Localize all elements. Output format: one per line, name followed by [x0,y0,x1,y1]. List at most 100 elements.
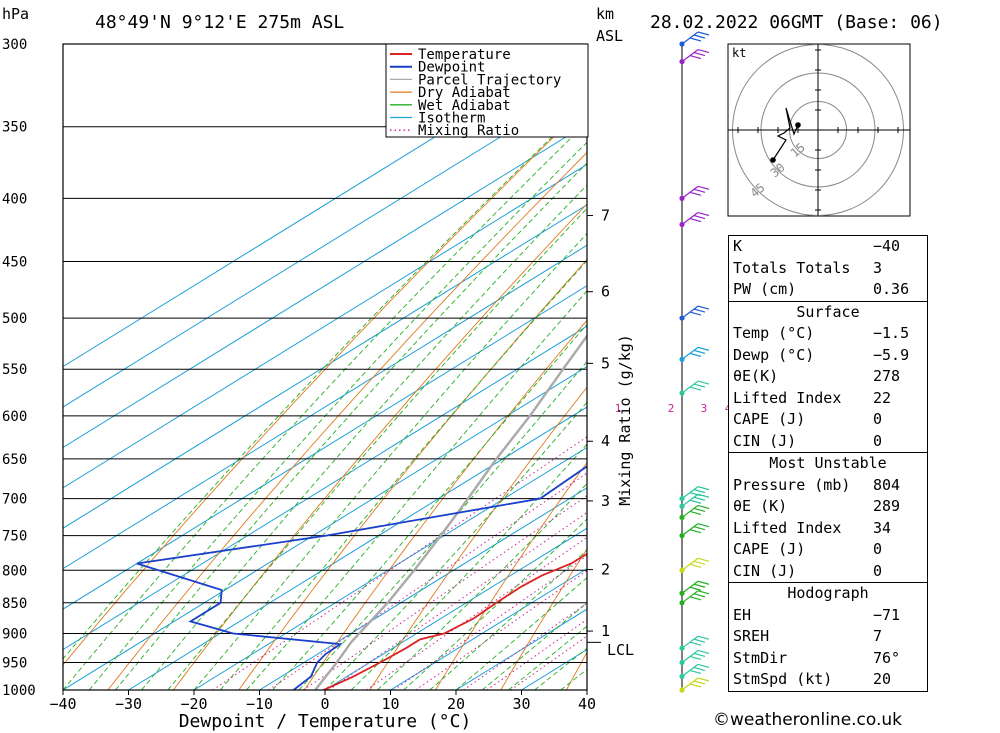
wind-barb [679,580,710,596]
mixing-ratio-line [366,536,587,690]
wind-barb-feather [689,510,702,516]
wind-barb-feather [697,557,710,562]
wind-barb-feather [689,55,702,60]
pressure-tick-label: 800 [2,563,27,579]
location-title: 48°49'N 9°12'E 275m ASL [95,12,344,33]
wind-barb [679,523,710,539]
credit-link[interactable]: ©weatheronline.co.uk [713,710,903,730]
pressure-tick-label: 700 [2,492,27,508]
isotherm-line [259,487,587,690]
wet-adiabat-line [403,518,587,690]
x-tick-label: 10 [381,695,399,713]
wind-barb [679,49,710,65]
wind-barb-feather [689,641,702,646]
surface-dewp-row: Dewp (°C) −5.9 [729,345,927,367]
wind-barb [679,649,710,666]
surface-li-value: 22 [873,388,892,407]
x-tick-label: 20 [447,695,465,713]
surface-cape-value: 0 [873,410,883,428]
wet-adiabat-line [377,482,587,690]
wind-barb-feather [689,37,702,42]
k-index-row: K −40 [729,236,927,258]
surface-temp-value: −1.5 [873,324,910,342]
wet-adiabat-line [481,602,587,690]
stmspd-value: 20 [873,670,892,688]
surface-cin-label: CIN (J) [733,431,797,450]
mixing-ratio-line [486,618,587,690]
mu-theta-row: θE (K) 289 [729,496,927,518]
most-unstable-title: Most Unstable [729,452,927,475]
wind-barb [679,493,710,509]
wind-barb-feather [689,586,702,591]
stmspd-row: StmSpd (kt) 20 [729,669,927,691]
surface-dewp-value: −5.9 [873,345,910,364]
dry-adiabat-line [500,548,587,690]
mu-theta-label: θE (K) [733,497,788,515]
mu-pressure-value: 804 [873,475,901,494]
isotherm-line [63,244,587,570]
wind-barb-feather [697,346,710,351]
wind-barb-feather [689,655,702,661]
mixing-ratio-line [510,635,587,690]
wind-barb-feather [697,523,710,528]
wind-barb-feather [693,349,706,354]
pressure-tick-label: 900 [2,626,27,642]
surface-title: Surface [729,300,927,324]
isotherm-line [324,527,587,690]
pw-label: PW (cm) [733,280,797,298]
isotherm-line [63,285,587,610]
stmdir-value: 76° [873,648,901,667]
k-index-label: K [733,237,743,255]
isotherm-line [63,325,587,651]
hodograph-trace [772,107,799,161]
legend-box [385,43,589,138]
surface-dewp-label: Dewp (°C) [733,345,815,364]
dewpoint-line [136,465,587,690]
pressure-tick-label: 450 [2,255,27,271]
wind-barb-feather [689,683,702,688]
wind-barb [679,677,710,693]
wet-adiabat-line [429,549,587,690]
pressure-tick-label: 550 [2,362,27,378]
wind-barb-feather [689,669,702,674]
wind-barb-feather [689,499,702,504]
mu-pressure-label: Pressure (mb) [733,475,851,494]
surface-cin-row: CIN (J) 0 [729,431,927,453]
mixing-ratio-line [328,511,587,690]
pressure-tick-label: 950 [2,655,27,671]
x-tick-label: −40 [49,695,76,713]
wind-barb [679,486,710,502]
mu-li-row: Lifted Index 34 [729,518,927,540]
wind-barb-feather [693,680,706,685]
wind-barb-feather [697,486,710,491]
wind-profile [679,31,710,693]
totals-totals-value: 3 [873,258,883,277]
wind-barb [679,504,710,521]
km-tick-label: 1 [601,622,610,640]
mu-li-value: 34 [873,518,892,537]
wind-barb-feather [693,638,706,643]
hodograph-unit-label: kt [732,46,746,60]
wind-barb [679,346,710,362]
pw-row: PW (cm) 0.36 [729,279,927,301]
totals-totals-label: Totals Totals [733,258,851,277]
wind-barb-feather [697,504,710,510]
wind-barb-feather [697,305,710,310]
wind-barb-feather [697,635,710,640]
eh-row: EH −71 [729,605,927,627]
lcl-label: LCL [607,641,634,659]
isotherm-line [63,44,586,368]
wind-barb-feather [693,666,706,671]
pressure-tick-label: 500 [2,311,27,327]
indices-table: K −40 Totals Totals 3 PW (cm) 0.36 Surface … [728,235,928,692]
wind-barb [679,305,710,321]
x-tick-label: 40 [578,695,596,713]
wind-barb-feather [693,489,706,494]
legend-entry: Isotherm [418,111,485,127]
sreh-row: SREH 7 [729,626,927,648]
hodograph-start-dot [795,122,801,128]
wind-barb [679,590,710,606]
wind-barb [679,31,710,47]
wind-barb [679,380,710,396]
wind-barb-feather [689,311,702,316]
